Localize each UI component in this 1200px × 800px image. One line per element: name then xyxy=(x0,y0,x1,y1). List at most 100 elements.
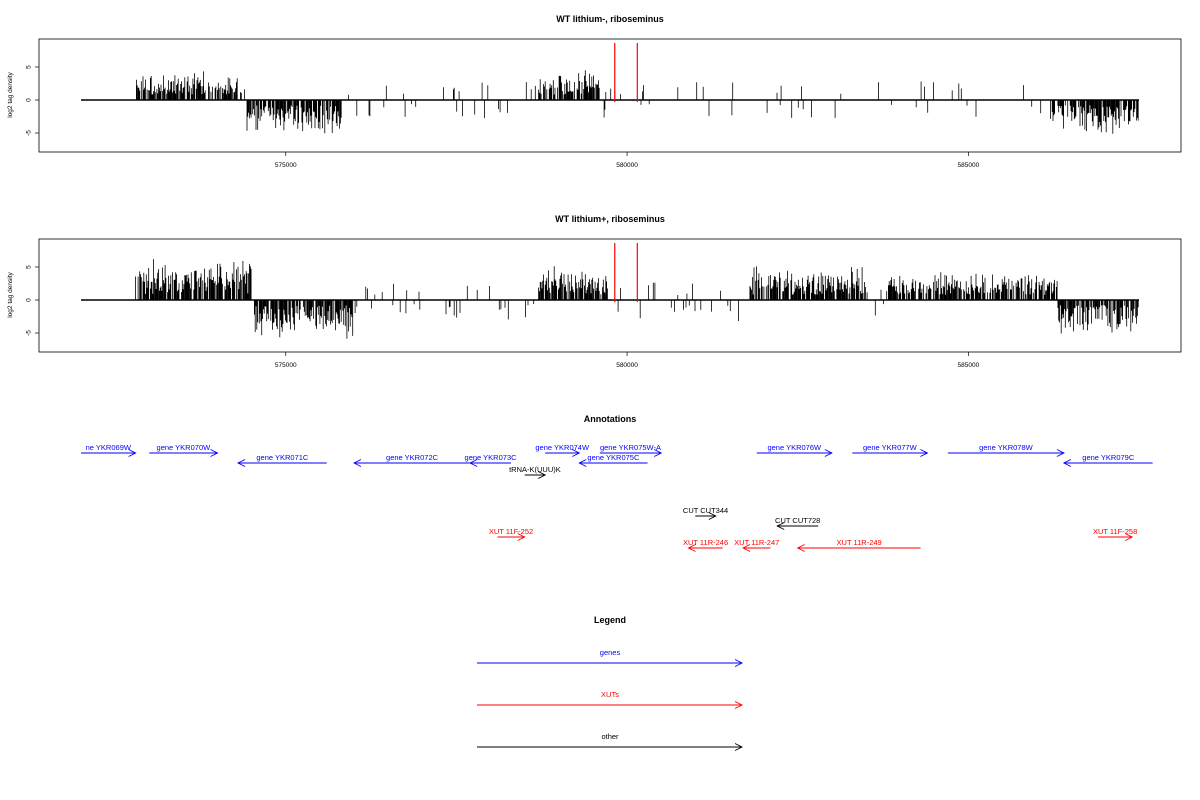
annotation-feature: gene YKR071C xyxy=(236,453,327,467)
y-tick-label: 0 xyxy=(26,298,33,302)
y-axis-label: log2 tag density xyxy=(7,71,14,117)
y-tick-label: -5 xyxy=(26,330,33,336)
red-marker-lines xyxy=(614,43,638,102)
axis-ticks xyxy=(35,266,969,356)
feature-label: gene YKR072C xyxy=(386,453,439,462)
feature-label: gene YKR079C xyxy=(1082,453,1135,462)
legend-item: XUTs xyxy=(477,690,744,709)
feature-label: XUT 11R-249 xyxy=(837,538,882,547)
feature-label: gene YKR076W xyxy=(767,443,822,452)
feature-label: gene YKR075C xyxy=(587,453,640,462)
axis-ticks xyxy=(35,66,969,156)
feature-label: XUT 11R-246 xyxy=(683,538,728,547)
feature-arrowhead xyxy=(796,544,805,552)
annotations-title: Annotations xyxy=(584,414,637,424)
feature-arrowhead xyxy=(1062,459,1072,467)
feature-label: ne YKR069W xyxy=(86,443,132,452)
x-tick-label: 580000 xyxy=(616,162,638,169)
coverage-bars xyxy=(81,259,1139,339)
feature-arrowhead xyxy=(128,449,137,457)
legend-arrowhead xyxy=(734,743,744,751)
legend-panel: Legend genes XUTs other xyxy=(477,615,744,751)
feature-label: gene YKR074W xyxy=(535,443,590,452)
plot-frame xyxy=(38,38,1182,153)
legend-item: other xyxy=(477,732,744,751)
legend-label: XUTs xyxy=(601,690,619,699)
feature-arrowhead xyxy=(708,512,717,520)
feature-arrowhead xyxy=(469,459,478,467)
annotation-feature: gene YKR076W xyxy=(756,443,833,457)
y-tick-label: 5 xyxy=(26,65,33,69)
annotation-feature: gene YKR075W-A xyxy=(599,443,663,457)
y-axis-label: log2 tag density xyxy=(7,271,14,317)
feature-label: XUT 11R-247 xyxy=(734,538,779,547)
red-marker-lines xyxy=(614,243,638,302)
annotation-feature: CUT CUT344 xyxy=(683,506,728,520)
annotation-feature: gene YKR078W xyxy=(947,443,1065,457)
feature-arrowhead xyxy=(236,459,246,467)
feature-arrowhead xyxy=(920,449,929,457)
x-tick-labels: 575000 580000 585000 xyxy=(275,362,980,369)
feature-arrowhead xyxy=(1124,533,1134,541)
annotation-feature: XUT 11R-246 xyxy=(683,538,728,552)
feature-label: gene YKR077W xyxy=(863,443,918,452)
annotation-feature: gene YKR077W xyxy=(852,443,929,457)
plot-frame xyxy=(38,238,1182,353)
legend-item: genes xyxy=(477,648,744,667)
feature-label: gene YKR078W xyxy=(979,443,1034,452)
annotation-feature: XUT 11F-252 xyxy=(489,527,533,541)
panel-title: WT lithium+, riboseminus xyxy=(555,214,665,224)
x-tick-label: 575000 xyxy=(275,362,297,369)
feature-arrowhead xyxy=(353,459,362,467)
coverage-bar-path xyxy=(136,70,1139,134)
feature-label: XUT 11F-258 xyxy=(1093,527,1137,536)
feature-arrowhead xyxy=(1056,449,1065,457)
legend-arrowhead xyxy=(734,701,744,709)
feature-arrowhead xyxy=(517,533,526,541)
y-tick-label: 5 xyxy=(26,265,33,269)
feature-arrowhead xyxy=(210,449,219,457)
panel-title: WT lithium-, riboseminus xyxy=(556,14,664,24)
x-tick-label: 580000 xyxy=(616,362,638,369)
feature-label: tRNA-K(UUU)K xyxy=(509,465,561,474)
feature-arrowhead xyxy=(537,471,547,479)
annotation-features: ne YKR069W gene YKR070W gene YKR071C gene Y… xyxy=(81,443,1153,552)
feature-arrowhead xyxy=(742,544,751,552)
annotation-feature: gene YKR074W xyxy=(535,443,590,457)
annotation-feature: XUT 11R-249 xyxy=(796,538,921,552)
annotation-feature: gene YKR072C xyxy=(353,453,471,467)
annotation-feature: gene YKR075C xyxy=(578,453,648,467)
legend-title: Legend xyxy=(594,615,626,625)
y-tick-label: -5 xyxy=(26,130,33,136)
legend-label: genes xyxy=(600,648,621,657)
feature-label: gene YKR075W-A xyxy=(600,443,661,452)
coverage-panel-lithium-minus: WT lithium-, riboseminus log2 tag densit… xyxy=(7,14,1182,169)
coverage-panel-lithium-plus: WT lithium+, riboseminus log2 tag densit… xyxy=(7,214,1182,369)
legend-arrowhead xyxy=(734,659,744,667)
feature-label: gene YKR070W xyxy=(157,443,212,452)
feature-arrowhead xyxy=(572,449,581,457)
annotation-feature: ne YKR069W xyxy=(81,443,137,457)
annotation-feature: XUT 11F-258 xyxy=(1093,527,1137,541)
annotation-feature: XUT 11R-247 xyxy=(734,538,779,552)
annotation-feature: gene YKR073C xyxy=(465,453,518,467)
feature-label: CUT CUT728 xyxy=(775,516,820,525)
coverage-bars xyxy=(81,70,1139,134)
annotation-feature: tRNA-K(UUU)K xyxy=(509,465,561,479)
feature-arrowhead xyxy=(578,459,587,467)
x-tick-labels: 575000 580000 585000 xyxy=(275,162,980,169)
feature-label: XUT 11F-252 xyxy=(489,527,533,536)
feature-label: CUT CUT344 xyxy=(683,506,728,515)
feature-label: gene YKR071C xyxy=(256,453,309,462)
annotation-feature: CUT CUT728 xyxy=(775,516,820,530)
feature-arrowhead xyxy=(776,522,785,530)
feature-label: gene YKR073C xyxy=(465,453,518,462)
x-tick-label: 575000 xyxy=(275,162,297,169)
annotation-feature: gene YKR079C xyxy=(1062,453,1153,467)
annotations-panel: Annotations ne YKR069W gene YKR070W gene Y… xyxy=(81,414,1153,552)
legend-items: genes XUTs other xyxy=(477,648,744,751)
y-tick-labels: -5 0 5 xyxy=(26,65,33,136)
annotation-feature: gene YKR070W xyxy=(149,443,219,457)
y-tick-label: 0 xyxy=(26,98,33,102)
